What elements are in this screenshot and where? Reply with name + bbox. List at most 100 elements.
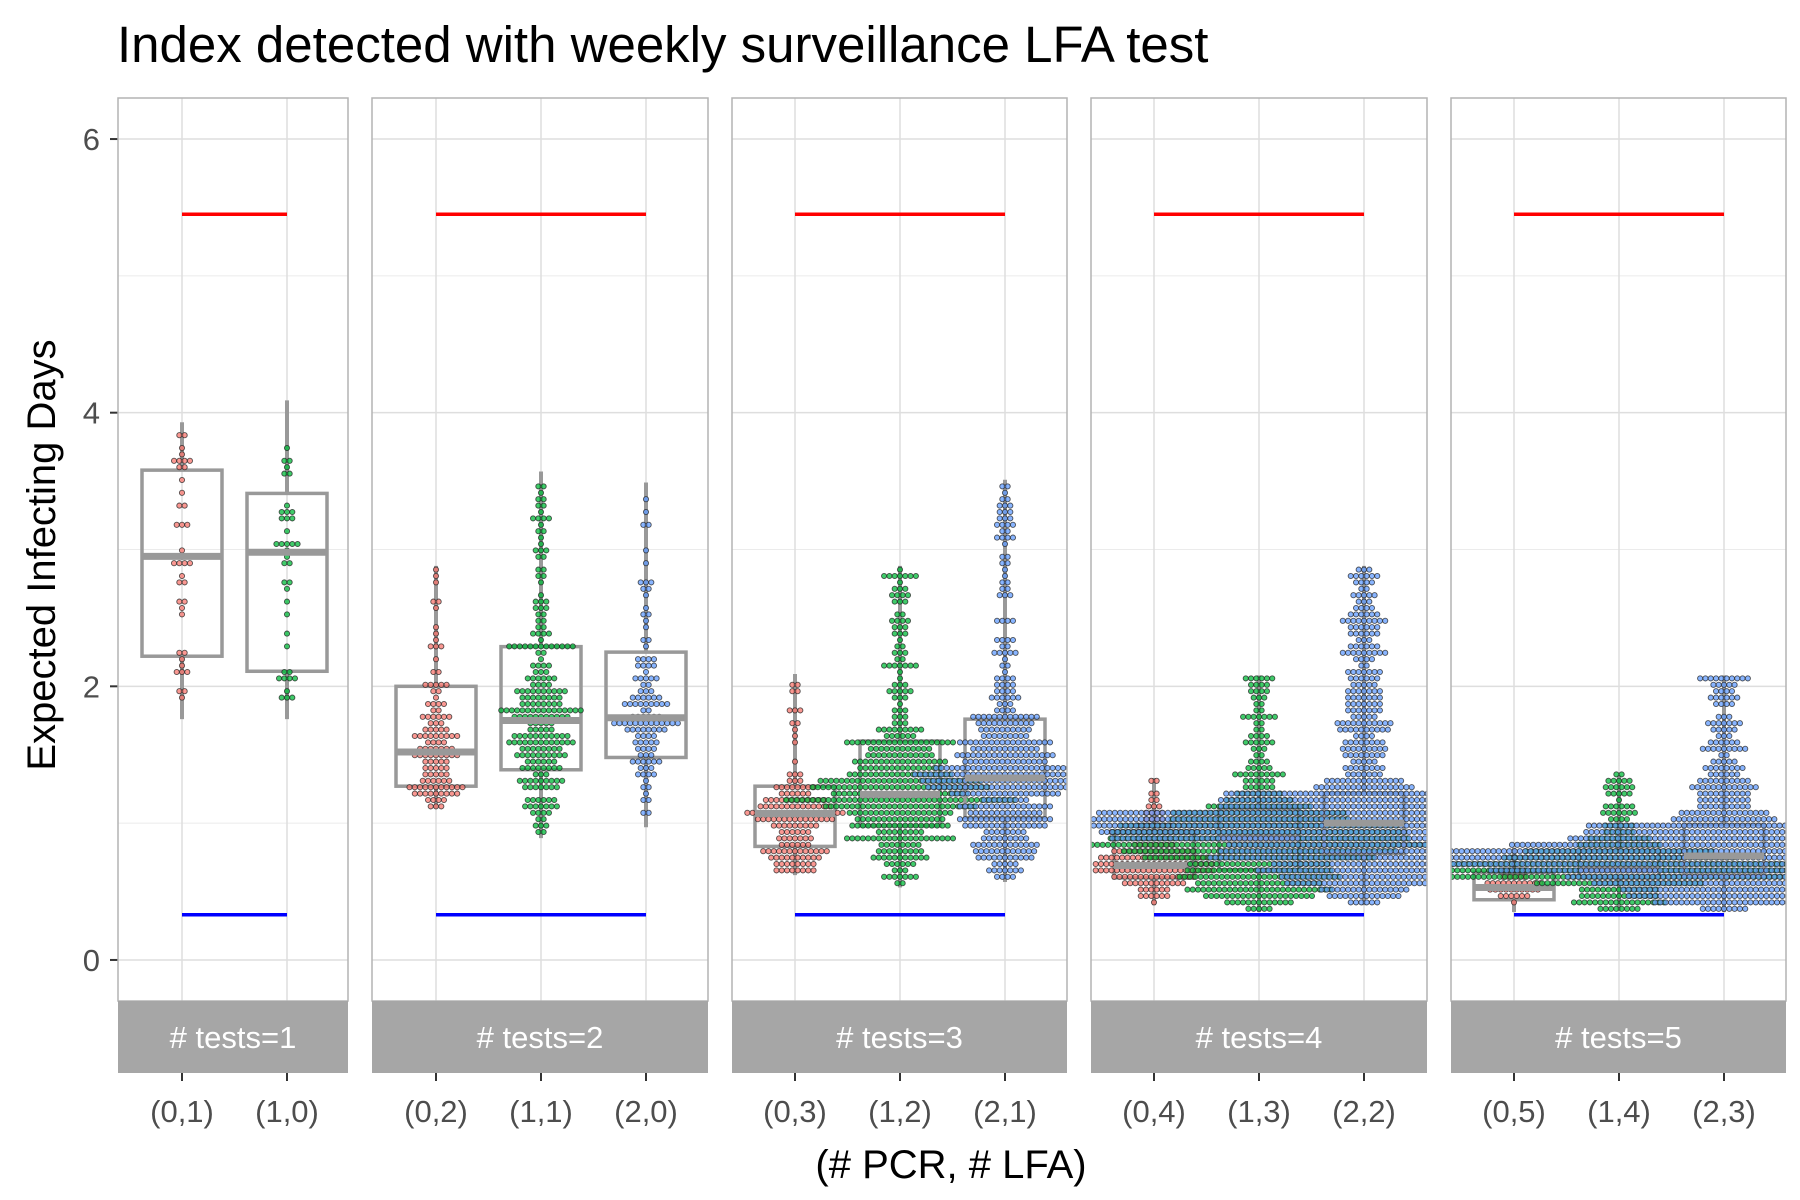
data-point: [1371, 848, 1378, 855]
data-point: [1179, 848, 1186, 855]
data-point: [911, 771, 918, 778]
data-point: [1713, 816, 1720, 823]
data-point: [1438, 829, 1443, 834]
data-point: [1321, 873, 1328, 880]
data-point: [1278, 841, 1285, 848]
data-point: [1253, 752, 1260, 759]
data-point: [1398, 886, 1405, 893]
data-point: [1350, 771, 1357, 778]
data-point: [1281, 796, 1288, 804]
data-point: [996, 854, 1003, 861]
data-point: [902, 649, 909, 656]
data-point: [1368, 624, 1375, 631]
data-point: [1184, 848, 1191, 855]
panel-content: [394, 212, 688, 917]
data-point: [1044, 752, 1051, 759]
data-point: [883, 771, 890, 778]
data-point: [891, 854, 898, 861]
data-point: [1106, 809, 1113, 816]
data-point: [1607, 822, 1614, 829]
data-point: [899, 860, 906, 868]
data-point: [1411, 828, 1418, 836]
data-point: [1363, 604, 1370, 612]
data-point: [1274, 771, 1281, 778]
data-point: [432, 604, 440, 612]
data-point: [1470, 867, 1477, 874]
data-point: [435, 668, 442, 676]
data-point: [448, 784, 455, 791]
data-point: [1125, 828, 1132, 836]
data-point: [956, 803, 964, 810]
data-point: [1457, 810, 1462, 815]
data-point: [535, 502, 542, 509]
data-point: [1334, 809, 1341, 816]
data-point: [1143, 822, 1150, 829]
data-point: [907, 873, 914, 880]
data-point: [1081, 823, 1086, 828]
data-point: [910, 841, 917, 848]
data-point: [902, 598, 909, 605]
data-point: [904, 617, 912, 624]
data-point: [443, 764, 450, 772]
data-point: [1413, 867, 1421, 874]
data-point: [1265, 790, 1272, 797]
data-point: [1233, 809, 1240, 816]
data-point: [1649, 822, 1656, 829]
data-point: [972, 809, 979, 816]
data-point: [859, 835, 866, 842]
data-point: [1007, 854, 1014, 861]
data-point: [1263, 681, 1270, 688]
data-point: [1286, 803, 1293, 810]
data-point: [1249, 854, 1256, 861]
data-point: [1347, 892, 1354, 900]
data-point: [1028, 713, 1035, 720]
data-point: [642, 764, 650, 772]
data-point: [1252, 841, 1259, 848]
data-point: [1694, 828, 1701, 836]
data-point: [1231, 841, 1238, 848]
data-point: [1318, 822, 1325, 829]
data-point: [1555, 873, 1562, 880]
data-point: [828, 803, 835, 810]
data-point: [922, 771, 929, 778]
data-point: [178, 694, 186, 701]
data-point: [1358, 764, 1365, 772]
data-point: [1363, 624, 1370, 631]
data-point: [1382, 784, 1389, 791]
data-point: [1092, 867, 1099, 874]
data-point: [1201, 822, 1209, 829]
data-point: [1258, 707, 1265, 714]
data-point: [907, 726, 914, 733]
data-point: [1400, 873, 1407, 880]
data-point: [1718, 771, 1725, 778]
data-point: [939, 822, 946, 829]
data-point: [1428, 842, 1433, 847]
data-point: [1411, 835, 1418, 842]
data-point: [545, 662, 553, 669]
data-point: [1610, 777, 1617, 784]
data-point: [432, 720, 440, 727]
data-point: [1371, 803, 1378, 810]
data-point: [1273, 835, 1280, 842]
data-point: [1629, 905, 1636, 912]
data-point: [537, 643, 545, 650]
data-point: [1289, 841, 1296, 848]
data-point: [972, 739, 979, 746]
data-point: [511, 739, 518, 746]
data-point: [944, 835, 951, 842]
data-point: [1228, 854, 1235, 861]
data-point: [986, 745, 993, 752]
data-point: [438, 732, 445, 740]
data-point: [176, 649, 183, 656]
data-point: [1444, 829, 1449, 834]
data-point: [934, 822, 941, 829]
data-point: [1363, 899, 1370, 906]
data-point: [1398, 809, 1405, 816]
data-point: [823, 816, 830, 823]
data-point: [1281, 790, 1288, 797]
data-point: [757, 803, 764, 810]
data-point: [899, 796, 906, 804]
data-point: [894, 771, 901, 778]
data-point: [1189, 848, 1196, 855]
data-point: [1261, 905, 1268, 912]
